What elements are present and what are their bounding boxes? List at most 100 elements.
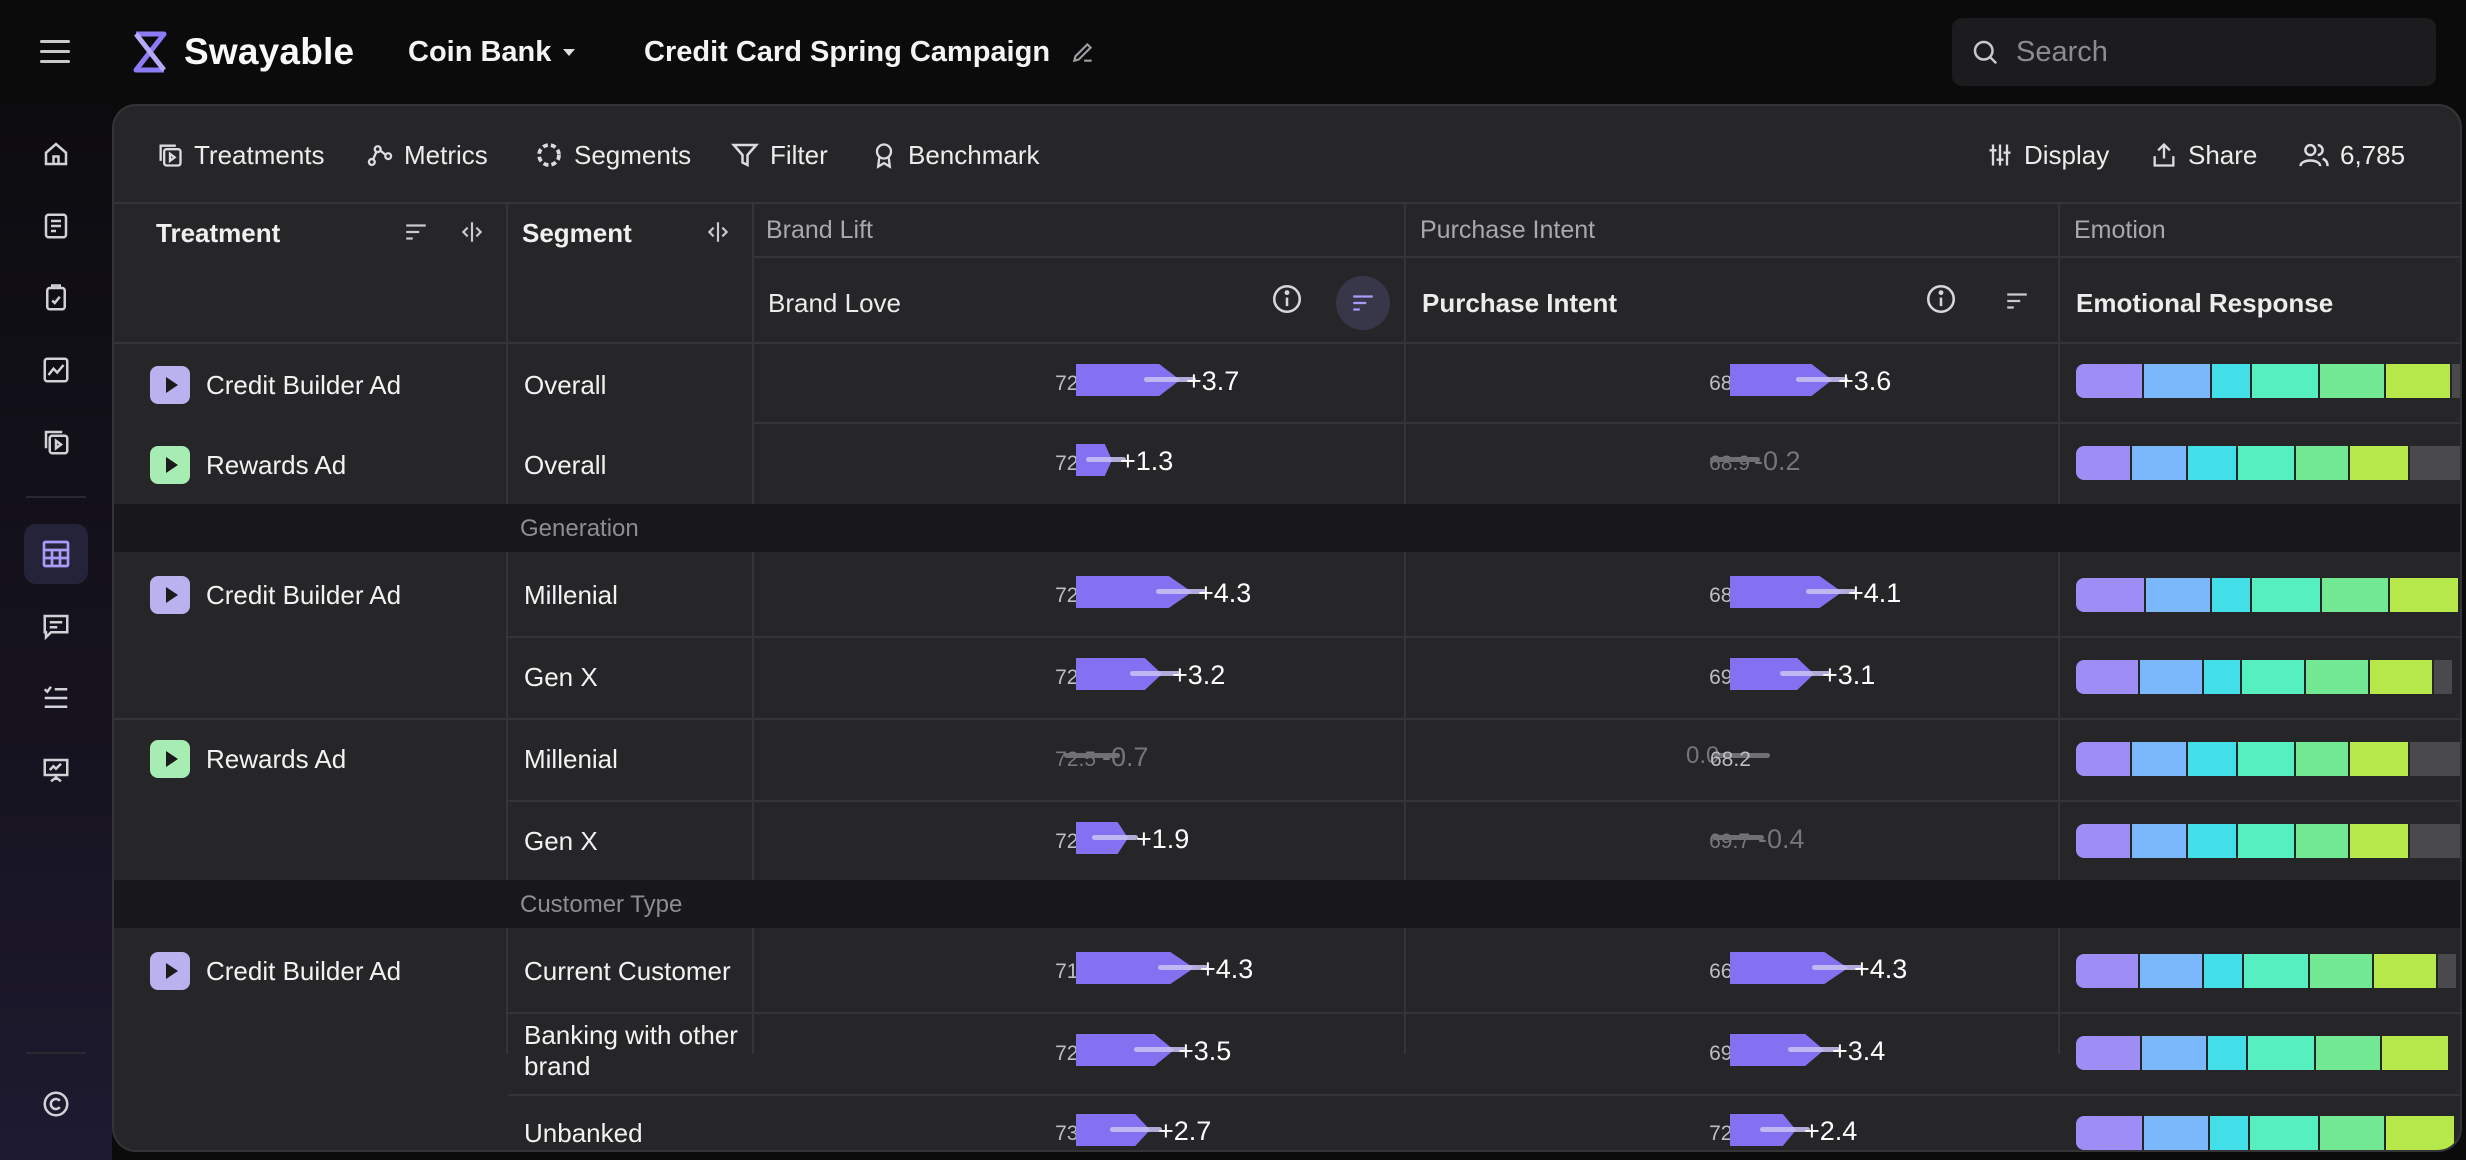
lift-value: +4.3 — [1198, 578, 1252, 608]
emotion-bar[interactable] — [2076, 1036, 2460, 1070]
checklist-icon[interactable] — [24, 668, 88, 728]
row-divider — [508, 1012, 2460, 1014]
pencil-icon[interactable] — [1070, 39, 1096, 65]
col-divider — [506, 204, 508, 1054]
confidence-interval — [1110, 1127, 1162, 1132]
confidence-interval — [1806, 589, 1856, 594]
confidence-interval — [1796, 377, 1848, 382]
org-switcher[interactable]: Coin Bank — [408, 30, 576, 74]
header-divider — [754, 256, 2460, 258]
emotion-bar[interactable] — [2076, 660, 2460, 694]
purchase-intent-header[interactable]: Purchase Intent — [1422, 288, 1618, 318]
section-label: Generation — [520, 515, 639, 542]
emotion-bar[interactable] — [2076, 954, 2460, 988]
confidence-interval — [1092, 835, 1138, 840]
resize-column-icon[interactable] — [700, 214, 736, 250]
chart-icon[interactable] — [24, 340, 88, 400]
lift-value: +1.9 — [1136, 824, 1190, 854]
segments-button[interactable]: Segments — [534, 136, 691, 174]
sidebar-divider — [26, 496, 86, 498]
survey-icon[interactable] — [24, 196, 88, 256]
filter-button[interactable]: Filter — [730, 136, 828, 174]
col-divider — [2058, 204, 2060, 1054]
treatment-column-header[interactable]: Treatment — [156, 218, 281, 248]
toolbar: Treatments Metrics Segments Filter Bench… — [114, 106, 2460, 204]
chevron-down-icon — [563, 48, 576, 56]
baseline-value: 68.2 — [1710, 748, 1751, 771]
play-button[interactable] — [150, 576, 190, 614]
search-box[interactable] — [1952, 18, 2436, 86]
share-button[interactable]: Share — [2150, 136, 2257, 174]
confidence-interval — [1780, 671, 1830, 676]
emotion-group-header: Emotion — [2074, 216, 2166, 244]
emotion-bar[interactable] — [2076, 446, 2460, 480]
respondents-button[interactable]: 6,785 — [2298, 136, 2405, 174]
table-icon[interactable] — [24, 524, 88, 584]
metrics-button[interactable]: Metrics — [366, 136, 488, 174]
baseline-value: 69.7 — [1709, 830, 1750, 853]
info-icon[interactable] — [1268, 280, 1306, 318]
sidebar-divider — [26, 1052, 86, 1054]
info-icon[interactable] — [1922, 280, 1960, 318]
brand-love-header[interactable]: Brand Love — [768, 288, 901, 318]
header-bottom-divider — [114, 342, 2460, 344]
play-button[interactable] — [150, 446, 190, 484]
segment-name: Banking with other brand — [524, 1020, 738, 1081]
treatment-name: Credit Builder Ad — [206, 580, 402, 610]
display-button[interactable]: Display — [1986, 136, 2109, 174]
clipboard-icon[interactable] — [24, 268, 88, 328]
home-icon[interactable] — [24, 124, 88, 184]
search-input[interactable] — [2016, 35, 2416, 69]
emotion-bar[interactable] — [2076, 364, 2460, 398]
play-button[interactable] — [150, 952, 190, 990]
share-icon — [2153, 142, 2175, 167]
share-label: Share — [2188, 139, 2258, 170]
baseline-value: 72.5 — [1055, 748, 1096, 771]
resize-column-icon[interactable] — [454, 214, 490, 250]
comments-icon[interactable] — [24, 596, 88, 656]
treatments-button[interactable]: Treatments — [156, 136, 325, 174]
lift-value: +4.3 — [1854, 954, 1908, 984]
campaign-header: Credit Card Spring Campaign — [644, 30, 1096, 74]
play-button[interactable] — [150, 740, 190, 778]
lift-value: 0.0 — [1686, 742, 1720, 769]
lift-value: +2.7 — [1158, 1116, 1212, 1146]
metrics-label: Metrics — [404, 139, 488, 170]
treatment-name: Credit Builder Ad — [206, 370, 402, 400]
confidence-interval — [1712, 835, 1764, 840]
app-name: Swayable — [184, 31, 355, 72]
lift-value: -0.4 — [1758, 824, 1805, 854]
results-panel: Treatments Metrics Segments Filter Bench… — [112, 104, 2462, 1152]
swayable-logo-icon — [133, 31, 167, 73]
lift-value: +3.6 — [1838, 366, 1892, 396]
segment-name: Gen X — [524, 826, 598, 856]
emotion-bar[interactable] — [2076, 824, 2460, 858]
media-library-icon[interactable] — [24, 412, 88, 472]
play-button[interactable] — [150, 366, 190, 404]
copyright-icon[interactable] — [24, 1074, 88, 1134]
segment-name: Current Customer — [524, 956, 731, 986]
sort-icon[interactable] — [398, 214, 434, 250]
lift-value: +3.2 — [1172, 660, 1226, 690]
segment-column-header[interactable]: Segment — [522, 218, 632, 248]
section-header-generation: Generation — [114, 504, 2460, 552]
emotion-bar[interactable] — [2076, 1116, 2460, 1150]
users-icon — [2299, 143, 2329, 167]
segment-name: Overall — [524, 450, 607, 480]
sort-icon[interactable] — [1336, 276, 1390, 330]
presentation-icon[interactable] — [24, 740, 88, 800]
menu-icon[interactable] — [40, 40, 70, 64]
lift-value: +4.1 — [1848, 578, 1902, 608]
row-divider — [114, 718, 2460, 720]
top-bar: Swayable Coin Bank Credit Card Spring Ca… — [0, 0, 2466, 104]
benchmark-button[interactable]: Benchmark — [870, 136, 1040, 174]
segments-icon — [537, 143, 561, 167]
emotion-bar[interactable] — [2076, 742, 2460, 776]
confidence-interval — [1788, 1047, 1840, 1052]
segment-name: Overall — [524, 370, 607, 400]
app-logo[interactable]: Swayable — [130, 28, 354, 76]
emotional-response-header[interactable]: Emotional Response — [2076, 288, 2334, 318]
emotion-bar[interactable] — [2076, 578, 2460, 612]
treatments-label: Treatments — [194, 139, 325, 170]
sort-icon[interactable] — [1998, 282, 2036, 320]
